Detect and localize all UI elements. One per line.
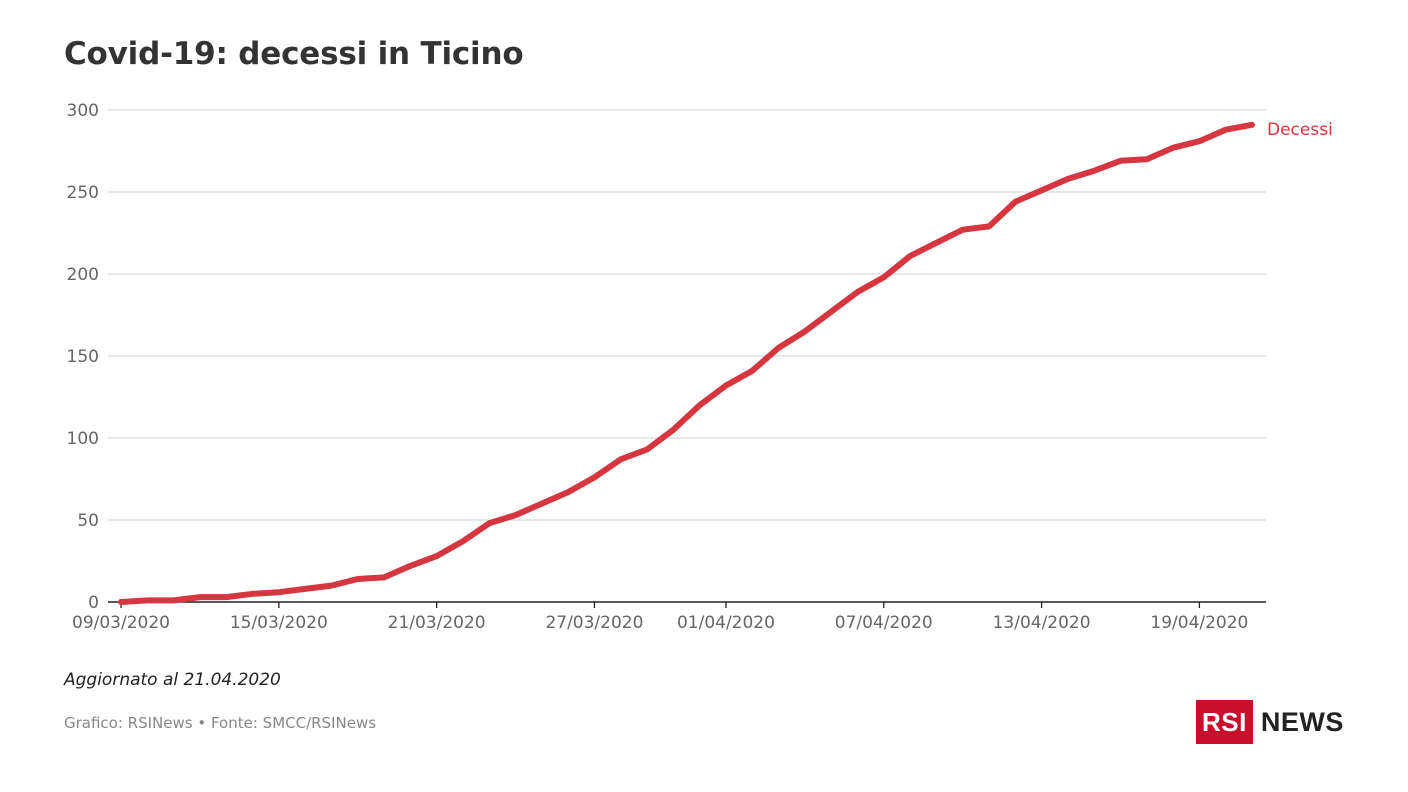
x-tick-label: 27/03/2020	[545, 613, 643, 633]
x-axis-ticks: 09/03/2020 15/03/2020 21/03/2020 27/03/2020…	[72, 602, 1248, 633]
update-note: Aggiornato al 21.04.2020	[64, 670, 281, 690]
x-tick-label: 13/04/2020	[993, 613, 1091, 633]
source-credit: Grafico: RSINews • Fonte: SMCC/RSINews	[64, 714, 377, 732]
series-label: Decessi	[1267, 120, 1333, 140]
x-tick-label: 01/04/2020	[677, 613, 775, 633]
y-tick-label: 50	[77, 511, 99, 531]
x-tick-label: 15/03/2020	[230, 613, 328, 633]
x-tick-label: 21/03/2020	[388, 613, 486, 633]
grid-lines	[108, 109, 1266, 521]
y-tick-label: 100	[67, 429, 99, 449]
y-tick-label: 150	[67, 347, 99, 367]
series-line-decessi	[118, 121, 1255, 605]
y-tick-label: 0	[88, 593, 99, 613]
x-tick-label: 07/04/2020	[835, 613, 933, 633]
y-tick-label: 200	[67, 265, 99, 285]
chart-title: Covid-19: decessi in Ticino	[64, 36, 524, 72]
y-axis-ticks: 0 50 100 150 200 250 300	[67, 101, 99, 613]
x-tick-label: 09/03/2020	[72, 613, 170, 633]
x-tick-label: 19/04/2020	[1150, 613, 1248, 633]
y-tick-label: 300	[67, 101, 99, 121]
series-layer: Decessi	[118, 120, 1333, 605]
y-tick-label: 250	[67, 183, 99, 203]
logo-box: RSI	[1196, 700, 1253, 744]
logo-text: NEWS	[1260, 706, 1344, 737]
rsi-news-logo: RSI NEWS	[1196, 700, 1344, 744]
